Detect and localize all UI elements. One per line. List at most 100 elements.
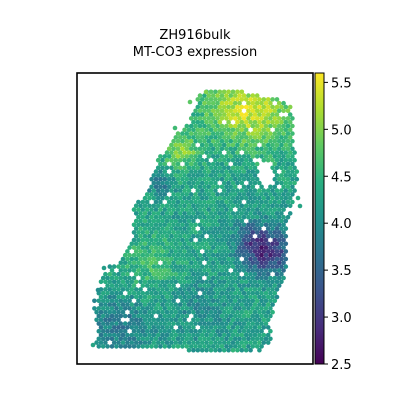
spot-point bbox=[228, 146, 234, 152]
spot-point bbox=[252, 188, 258, 193]
spot-point bbox=[162, 321, 168, 326]
spot-point bbox=[250, 260, 256, 266]
spot-point bbox=[243, 119, 249, 125]
spot-point bbox=[239, 309, 245, 315]
spot-point bbox=[186, 127, 192, 133]
spot-point bbox=[151, 211, 157, 216]
spot-point bbox=[118, 283, 124, 288]
spot-point bbox=[171, 275, 176, 281]
spot-point bbox=[193, 328, 198, 334]
spot-point bbox=[246, 154, 251, 159]
spot-point bbox=[268, 313, 273, 319]
spot-point bbox=[193, 260, 198, 266]
spot-point bbox=[206, 290, 212, 296]
spot-point bbox=[166, 252, 172, 258]
spot-point bbox=[232, 192, 238, 197]
spot-point bbox=[250, 93, 256, 98]
spot-point bbox=[188, 131, 194, 136]
spot-point bbox=[195, 249, 201, 254]
spot-point bbox=[173, 157, 179, 163]
spot-point bbox=[204, 127, 209, 133]
spot-point bbox=[158, 214, 163, 220]
spot-point bbox=[138, 332, 143, 338]
spot-point bbox=[283, 180, 289, 186]
spot-point bbox=[213, 264, 218, 269]
spot-point bbox=[241, 245, 247, 250]
spot-point bbox=[268, 207, 273, 212]
spot-point bbox=[186, 264, 192, 269]
spot-point bbox=[210, 100, 216, 106]
spot-point bbox=[160, 211, 165, 216]
spot-point bbox=[292, 180, 297, 186]
spot-point bbox=[237, 298, 242, 304]
spot-point bbox=[206, 275, 212, 281]
spot-point bbox=[261, 112, 267, 117]
spot-point bbox=[147, 188, 152, 193]
spot-point bbox=[153, 207, 159, 212]
spot-point bbox=[252, 264, 258, 269]
spot-point bbox=[235, 332, 240, 338]
spot-point bbox=[138, 317, 143, 323]
spot-point bbox=[226, 233, 231, 239]
spot-point bbox=[287, 157, 293, 163]
spot-point bbox=[96, 344, 102, 349]
spot-point bbox=[239, 218, 245, 224]
spot-point bbox=[105, 313, 110, 319]
spot-point bbox=[239, 180, 245, 186]
spot-point bbox=[252, 325, 258, 330]
spot-point bbox=[237, 328, 242, 334]
spot-point bbox=[224, 123, 229, 129]
spot-point bbox=[213, 127, 218, 133]
spot-point bbox=[213, 112, 218, 117]
spot-point bbox=[140, 336, 146, 342]
spot-point bbox=[151, 271, 157, 277]
spot-point bbox=[147, 211, 152, 216]
spot-point bbox=[246, 328, 251, 334]
spot-point bbox=[215, 230, 220, 235]
spot-point bbox=[195, 264, 201, 269]
spot-point bbox=[239, 249, 245, 254]
spot-point bbox=[263, 138, 269, 144]
spot-point bbox=[105, 283, 110, 288]
spot-point bbox=[208, 317, 214, 323]
spot-point bbox=[283, 195, 289, 201]
spot-point bbox=[107, 271, 113, 277]
spot-point bbox=[188, 192, 194, 197]
spot-point bbox=[182, 271, 187, 277]
spot-point bbox=[224, 184, 229, 190]
spot-point bbox=[213, 89, 218, 95]
spot-point bbox=[177, 226, 183, 231]
spot-point bbox=[246, 298, 251, 304]
spot-point bbox=[206, 192, 212, 197]
spot-point bbox=[182, 157, 187, 163]
spot-point bbox=[276, 100, 282, 106]
spot-point bbox=[283, 264, 289, 269]
spot-point bbox=[202, 192, 207, 197]
spot-point bbox=[175, 222, 181, 228]
spot-point bbox=[254, 268, 260, 273]
spot-point bbox=[100, 275, 106, 281]
spot-point bbox=[257, 287, 262, 292]
spot-point bbox=[153, 252, 159, 258]
spot-point bbox=[208, 112, 214, 117]
spot-point bbox=[276, 176, 282, 182]
spot-point bbox=[193, 131, 198, 136]
spot-point bbox=[188, 207, 194, 212]
spot-point bbox=[226, 203, 231, 209]
spot-point bbox=[193, 108, 198, 114]
spot-point bbox=[191, 294, 196, 300]
spot-point bbox=[252, 302, 258, 307]
spot-point bbox=[180, 252, 185, 258]
spot-point bbox=[239, 325, 245, 330]
spot-point bbox=[259, 222, 264, 228]
spot-point bbox=[186, 195, 192, 201]
spot-point bbox=[241, 298, 247, 304]
spot-point bbox=[171, 283, 176, 288]
spot-point bbox=[235, 119, 240, 125]
spot-point bbox=[186, 218, 192, 224]
spot-point bbox=[158, 306, 163, 311]
spot-point bbox=[246, 336, 251, 342]
spot-point bbox=[290, 146, 295, 152]
spot-point bbox=[287, 119, 293, 125]
spot-point bbox=[191, 241, 196, 247]
